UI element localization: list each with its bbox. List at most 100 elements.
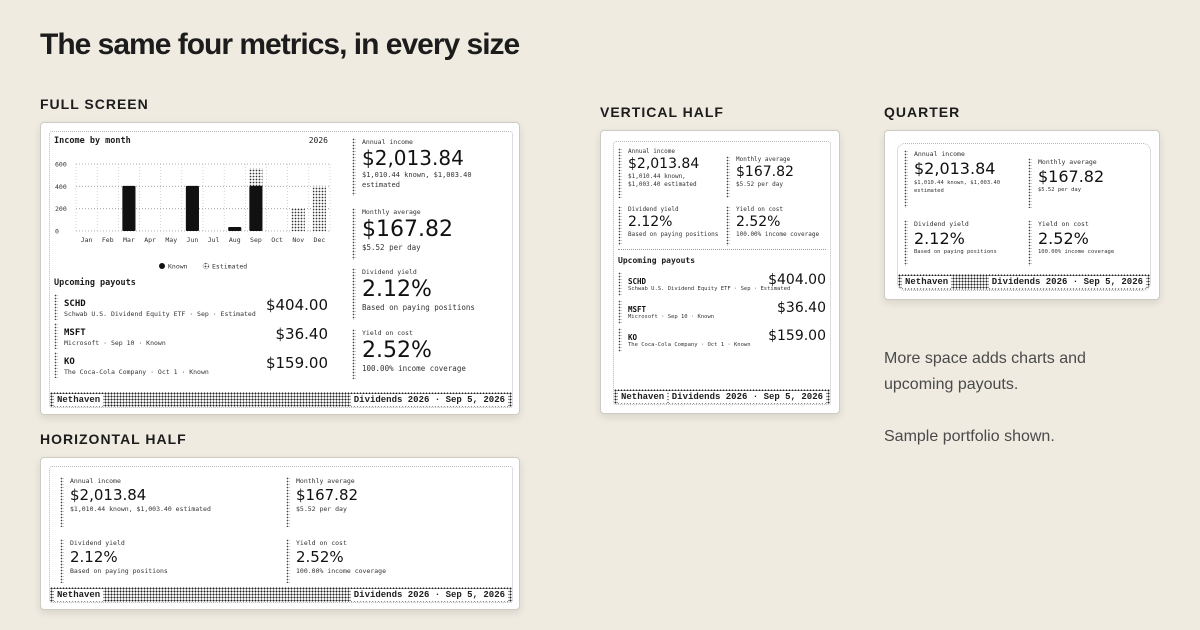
metric-value: $167.82	[1038, 167, 1105, 186]
footer-status: Dividends 2026 · Sep 5, 2026	[350, 588, 508, 601]
payout-ticker: KO	[64, 357, 75, 367]
payout-bar	[618, 328, 622, 352]
x-tick-label: Jun	[187, 236, 199, 244]
payout-description: Schwab U.S. Dividend Equity ETF · Sep · …	[628, 286, 791, 292]
income-bar-chart: 600 400 200 0 Jan Feb Mar Apr May Jun Jul Aug Sep Oct…	[55, 161, 331, 271]
payout-row: KO The Coca-Cola Company · Oct 1 · Known…	[618, 328, 826, 352]
metric-label: Annual income	[362, 138, 413, 146]
legend-known-swatch	[159, 263, 165, 269]
dividend-yield-metric: Dividend yield 2.12% Based on paying pos…	[352, 268, 508, 320]
metric-value: $2,013.84	[628, 156, 700, 172]
income-chart-panel: Income by month 2026 600 400 200 0 Jan Feb Mar…	[54, 136, 346, 272]
x-tick-label: Feb	[102, 236, 114, 244]
metric-value: 2.52%	[736, 214, 781, 230]
metric-bar	[352, 208, 356, 260]
metric-subtext: Based on paying positions	[362, 303, 475, 312]
metric-subtext: $5.52 per day	[1038, 187, 1082, 193]
metric-bar	[618, 206, 622, 246]
annual-income-metric: Annual income $2,013.84 $1,010.44 known,…	[352, 138, 508, 196]
metric-value: $2,013.84	[914, 159, 996, 178]
metric-label: Yield on cost	[1038, 220, 1089, 228]
metric-bar	[286, 539, 290, 583]
x-tick-label: Aug	[229, 236, 241, 244]
metric-subtext: 100.00% income coverage	[296, 567, 387, 575]
yield-on-cost-metric: Yield on cost 2.52% 100.00% income cover…	[286, 539, 496, 583]
dividend-yield-metric: Dividend yield 2.12% Based on paying pos…	[618, 206, 720, 246]
metric-value: $2,013.84	[362, 146, 464, 170]
metric-subtext: estimated	[362, 181, 400, 189]
metric-subtext: estimated	[914, 188, 944, 194]
metric-bar	[904, 220, 908, 266]
payout-bar	[618, 272, 622, 296]
section-label-horizontal-half: HORIZONTAL HALF	[40, 431, 187, 447]
payout-amount: $404.00	[768, 272, 826, 288]
screen-footer: Nethaven Dividends 2026 · Sep 5, 2026	[898, 274, 1150, 290]
metric-subtext: $5.52 per day	[362, 243, 421, 252]
metric-label: Dividend yield	[914, 220, 969, 228]
metric-label: Yield on cost	[362, 329, 413, 337]
yield-on-cost-metric: Yield on cost 2.52% 100.00% income cover…	[726, 206, 828, 246]
screen-footer: Nethaven Dividends 2026 · Sep 5, 2026	[50, 392, 512, 407]
metric-label: Yield on cost	[296, 539, 347, 547]
yield-on-cost-metric: Yield on cost 2.52% 100.00% income cover…	[352, 329, 508, 379]
metric-label: Monthly average	[296, 477, 355, 485]
screen-footer: Nethaven Dividends 2026 · Sep 5, 2026	[614, 389, 830, 404]
metric-label: Yield on cost	[736, 206, 783, 213]
known-bar	[185, 185, 199, 231]
horizontal-half-display: Annual income $2,013.84 $1,010.44 known,…	[49, 466, 513, 603]
y-tick-label: 400	[55, 183, 67, 191]
section-label-vertical-half: VERTICAL HALF	[600, 104, 724, 120]
y-tick-label: 200	[55, 205, 67, 213]
metric-value: 2.52%	[296, 548, 344, 566]
annual-income-metric: Annual income $2,013.84 $1,010.44 known,…	[904, 150, 1022, 208]
metric-label: Monthly average	[1038, 158, 1097, 166]
metric-subtext: $5.52 per day	[296, 505, 347, 513]
x-tick-label: May	[165, 236, 177, 244]
metric-bar	[1028, 158, 1032, 208]
footer-status: Dividends 2026 · Sep 5, 2026	[988, 276, 1146, 288]
footer-status: Dividends 2026 · Sep 5, 2026	[668, 390, 826, 403]
legend-estimated-label: Estimated	[212, 263, 247, 271]
metric-subtext: $1,010.44 known,	[628, 173, 686, 180]
payout-description: Microsoft · Sep 10 · Known	[628, 314, 715, 320]
metric-subtext: Based on paying positions	[70, 567, 168, 575]
metric-label: Dividend yield	[628, 206, 679, 213]
payout-description: The Coca-Cola Company · Oct 1 · Known	[628, 342, 751, 348]
section-label-full-screen: FULL SCREEN	[40, 96, 149, 112]
estimated-bar	[312, 185, 326, 231]
known-bar	[228, 226, 242, 231]
metric-bar	[286, 477, 290, 527]
upcoming-payouts-title: Upcoming payouts	[618, 256, 696, 265]
metric-label: Annual income	[70, 477, 121, 485]
payout-row: MSFT Microsoft · Sep 10 · Known $36.40	[618, 300, 826, 324]
payout-bar	[54, 323, 58, 349]
metric-subtext: 100.00% income coverage	[1038, 249, 1115, 255]
metric-bar	[60, 539, 64, 583]
metric-bar	[726, 206, 730, 246]
x-tick-label: Sep	[250, 236, 262, 244]
metric-subtext: $1,010.44 known, $1,003.40 estimated	[70, 505, 211, 513]
known-bar	[122, 185, 136, 231]
annual-income-metric: Annual income $2,013.84 $1,010.44 known,…	[60, 477, 270, 527]
x-tick-label: Oct	[271, 236, 283, 244]
metric-value: 2.52%	[362, 338, 432, 363]
legend-known-label: Known	[168, 263, 188, 271]
metric-label: Monthly average	[736, 156, 791, 163]
estimated-bar	[249, 168, 263, 186]
estimated-bar	[291, 208, 305, 231]
chart-year: 2026	[308, 136, 328, 145]
metric-value: $167.82	[362, 217, 453, 242]
payout-amount: $404.00	[265, 296, 328, 314]
metric-value: $2,013.84	[70, 486, 147, 504]
y-tick-label: 0	[55, 228, 59, 236]
payout-row: SCHD Schwab U.S. Dividend Equity ETF · S…	[618, 272, 826, 296]
side-note-line: More space adds charts and	[884, 350, 1086, 367]
payout-bar	[54, 352, 58, 378]
full-screen-display: Income by month 2026 600 400 200 0 Jan Feb Mar…	[49, 131, 513, 408]
metric-subtext: 100.00% income coverage	[736, 231, 820, 238]
quarter-display: Annual income $2,013.84 $1,010.44 known,…	[897, 143, 1151, 291]
footer-brand: Nethaven	[902, 276, 952, 288]
footer-brand: Nethaven	[54, 588, 104, 601]
known-bar	[249, 185, 263, 231]
quarter-card: Annual income $2,013.84 $1,010.44 known,…	[884, 130, 1160, 300]
